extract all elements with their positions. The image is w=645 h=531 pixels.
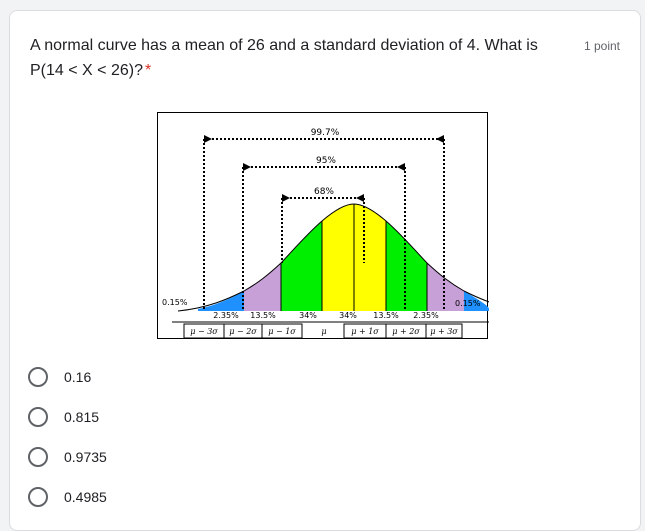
region-label-13-5-right: 13.5%: [373, 311, 399, 320]
region-label-2-35-left: 2.35%: [213, 311, 239, 320]
option-label: 0.16: [64, 369, 92, 385]
range-label-99-7: 99.7%: [311, 128, 340, 138]
option-4[interactable]: 0.4985: [28, 477, 107, 517]
region-label-34-right: 34%: [339, 311, 357, 320]
tail-label-right: 0.15%: [455, 299, 481, 308]
region-label-13-5-left: 13.5%: [250, 311, 276, 320]
axis-label-minus-3-sigma: μ − 3σ: [190, 327, 218, 336]
option-1[interactable]: 0.16: [28, 357, 107, 397]
region-right-2-3: [427, 263, 464, 311]
question-text: A normal curve has a mean of 26 and a st…: [30, 37, 538, 79]
question-card: A normal curve has a mean of 26 and a st…: [9, 10, 641, 531]
option-label: 0.4985: [64, 489, 107, 505]
region-left-1-2: [281, 221, 322, 311]
region-right-1-2: [386, 221, 427, 311]
radio-button-icon[interactable]: [28, 447, 48, 467]
option-2[interactable]: 0.815: [28, 397, 107, 437]
answer-options: 0.16 0.815 0.9735 0.4985: [28, 357, 107, 517]
points-label: 1 point: [583, 39, 620, 53]
tail-label-left: 0.15%: [162, 298, 188, 307]
required-asterisk: *: [144, 62, 152, 79]
region-label-34-left: 34%: [299, 311, 317, 320]
range-label-68: 68%: [314, 187, 334, 197]
range-brackets: [203, 138, 445, 309]
region-dividers: [280, 204, 428, 311]
option-3[interactable]: 0.9735: [28, 437, 107, 477]
axis-label-plus-2-sigma: μ + 2σ: [392, 327, 420, 336]
axis-label-mu: μ: [321, 327, 326, 336]
option-label: 0.815: [64, 409, 100, 425]
axis-label-minus-1-sigma: μ − 1σ: [268, 327, 296, 336]
radio-button-icon[interactable]: [28, 407, 48, 427]
axis-label-plus-1-sigma: μ + 1σ: [351, 327, 379, 336]
bracket-arrowheads: [204, 135, 444, 202]
range-label-95: 95%: [316, 156, 336, 166]
region-left-tail: [198, 291, 244, 311]
axis-label-boxes: [183, 323, 463, 339]
option-label: 0.9735: [64, 449, 107, 465]
axis-label-minus-2-sigma: μ − 2σ: [229, 327, 257, 336]
normal-curve-diagram: 99.7% 95% 68% 0.15% 0.15% 2.35% 13.5% 34…: [162, 125, 489, 339]
region-right-tail: [464, 291, 489, 311]
question-text-block: A normal curve has a mean of 26 and a st…: [30, 33, 550, 83]
region-left-2-3: [244, 263, 281, 311]
radio-button-icon[interactable]: [28, 367, 48, 387]
normal-distribution-figure: 99.7% 95% 68% 0.15% 0.15% 2.35% 13.5% 34…: [157, 112, 489, 339]
axis-label-plus-3-sigma: μ + 3σ: [430, 327, 458, 336]
region-label-2-35-right: 2.35%: [413, 311, 439, 320]
radio-button-icon[interactable]: [28, 487, 48, 507]
